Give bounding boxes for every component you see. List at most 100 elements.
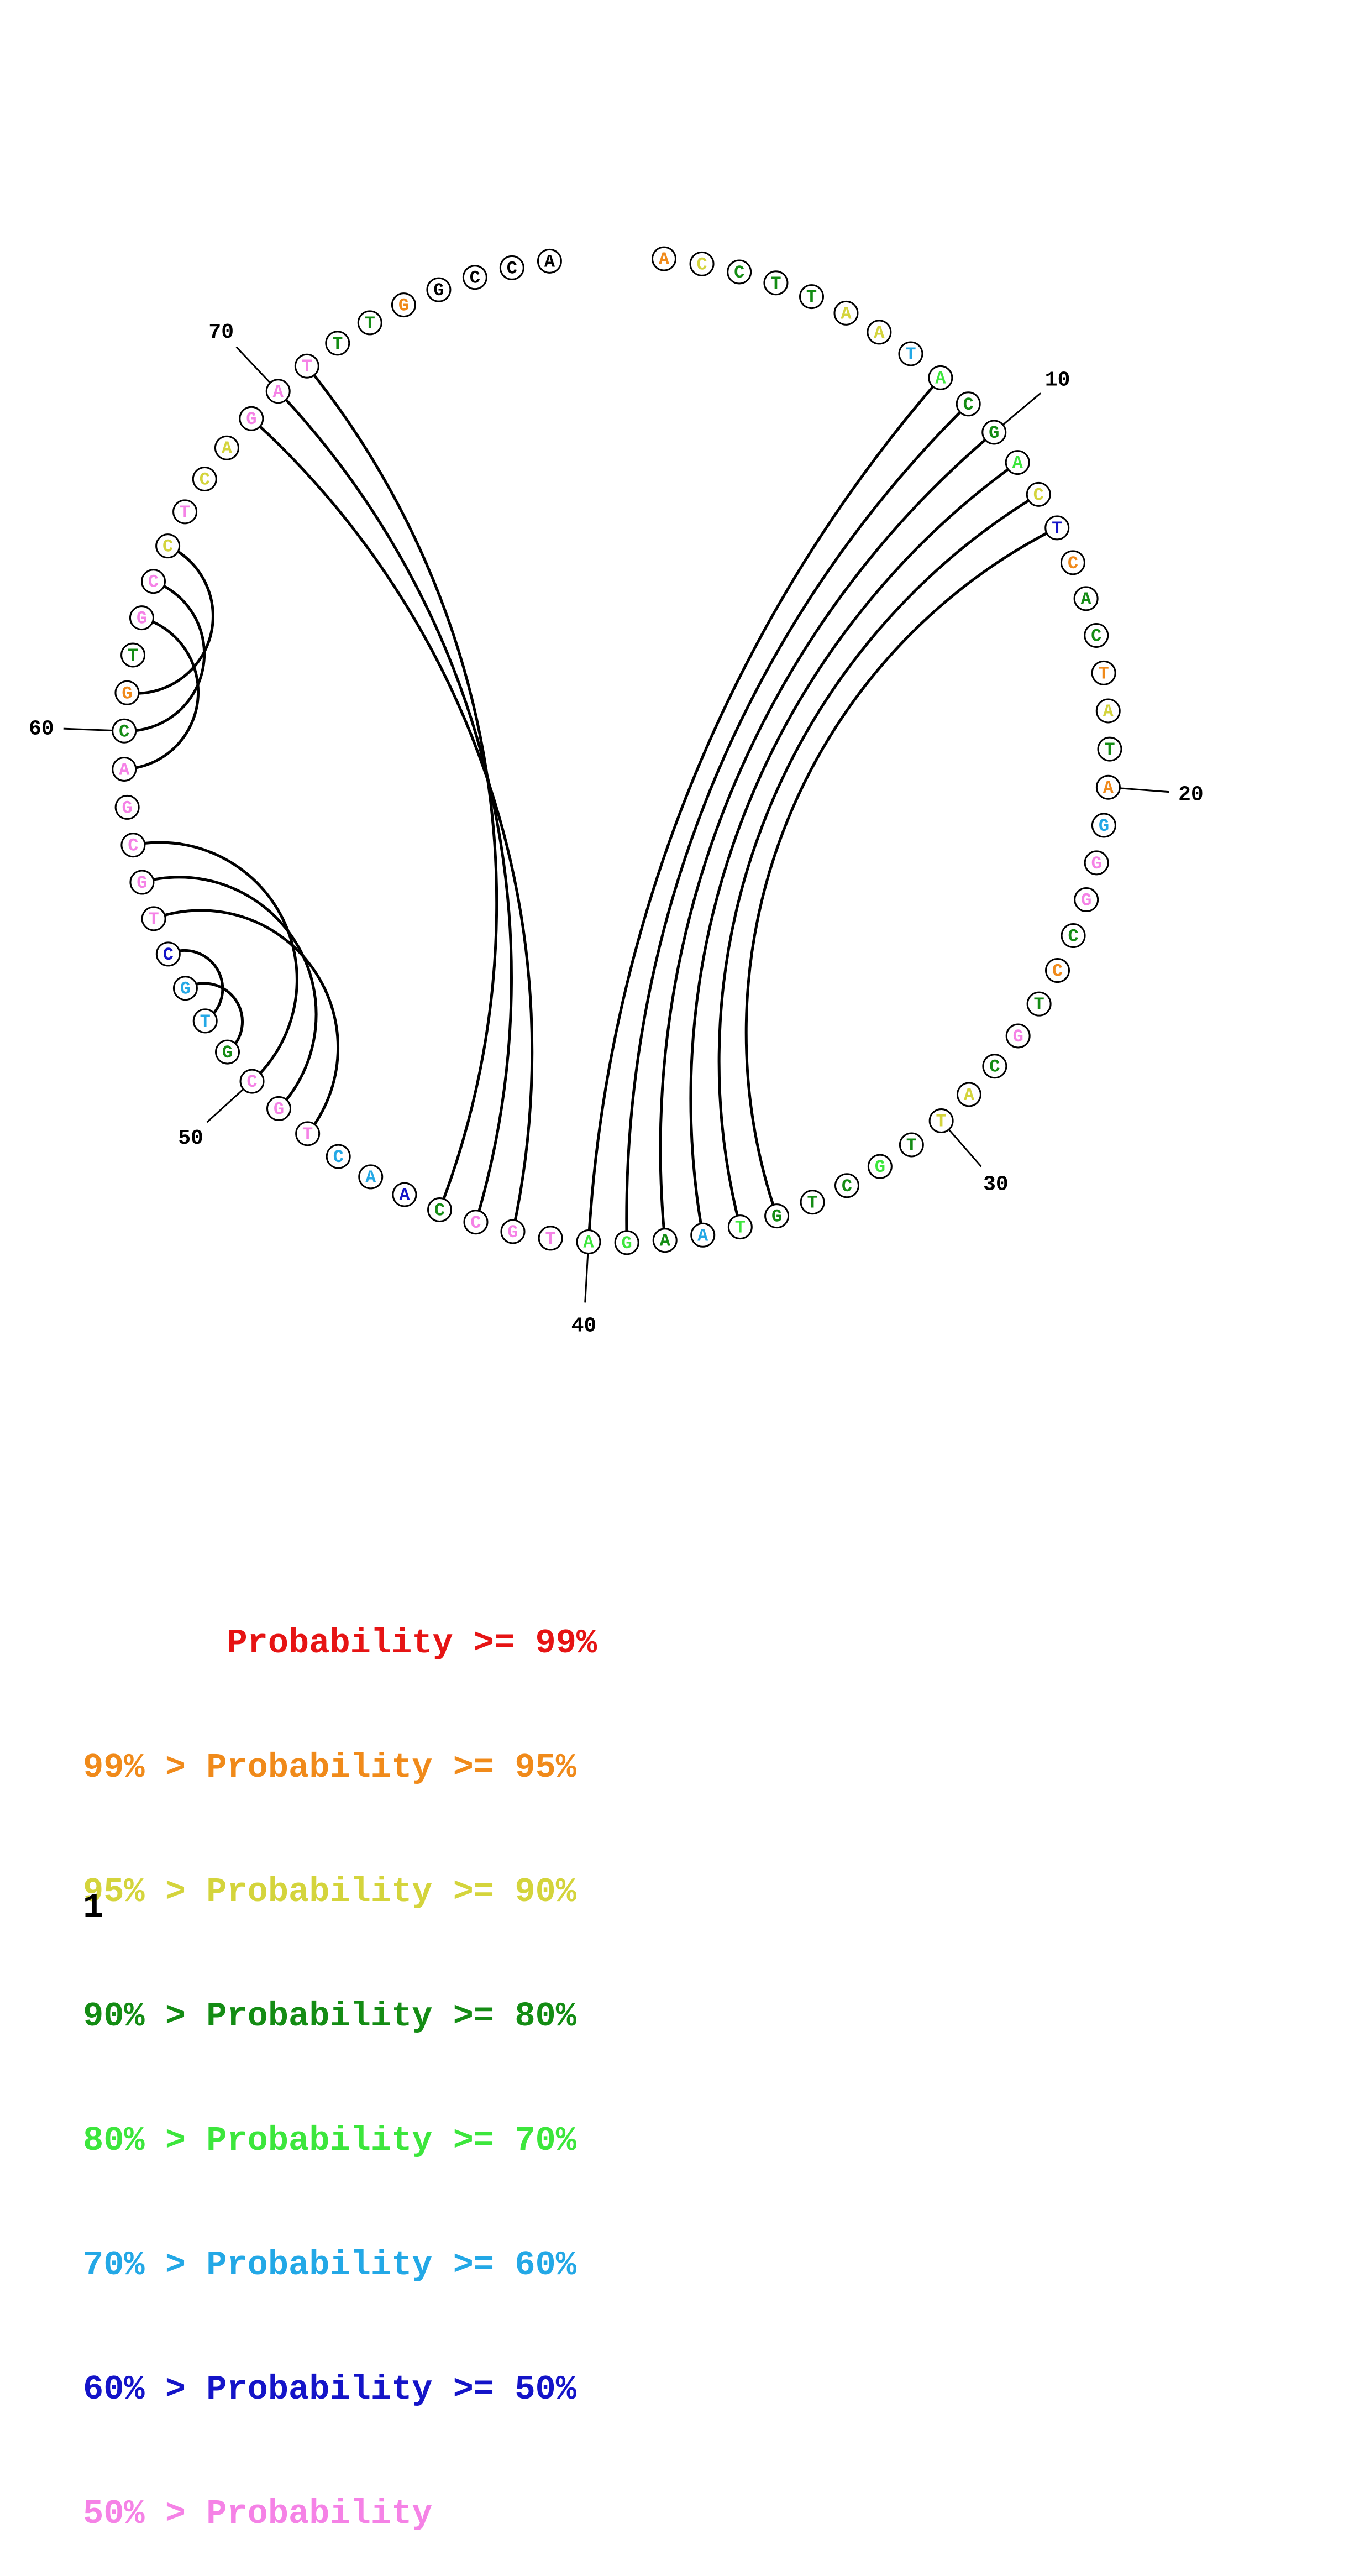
nucleotide: G <box>867 1154 893 1179</box>
nucleotide-circle <box>614 1230 639 1255</box>
nucleotide-circle <box>499 255 524 280</box>
nucleotide: T <box>1044 515 1070 541</box>
nucleotide-circle <box>833 300 859 326</box>
position-label: 20 <box>1178 783 1204 807</box>
nucleotide-letter: A <box>1012 453 1023 474</box>
nucleotide: A <box>867 320 892 345</box>
nucleotide-letter: A <box>119 760 130 780</box>
nucleotide: G <box>239 406 264 431</box>
nucleotide: T <box>192 1008 218 1034</box>
nucleotide-letter: T <box>807 1193 817 1213</box>
nucleotide-letter: T <box>332 334 343 354</box>
nucleotide-letter: C <box>162 537 173 557</box>
nucleotide-circle <box>1026 481 1051 507</box>
nucleotide-circle <box>462 265 487 290</box>
nucleotide-letter: A <box>365 1167 376 1188</box>
nucleotide: C <box>1026 481 1051 507</box>
nucleotide-letter: C <box>246 1072 257 1092</box>
nucleotide-circle <box>155 533 181 559</box>
nucleotide: G <box>114 680 140 705</box>
nucleotide-letter: C <box>1068 926 1078 947</box>
nucleotide: G <box>214 1039 240 1065</box>
base-pair-arc <box>141 876 318 1110</box>
legend-entry-99: Probability >= 99% <box>83 1624 597 1663</box>
nucleotide: C <box>155 533 181 559</box>
legend-entry-90: 95% > Probability >= 90% <box>83 1872 576 1912</box>
base-pair-arc <box>717 493 1040 1228</box>
position-label: 50 <box>178 1127 203 1150</box>
nucleotide-circle <box>1026 991 1052 1017</box>
nucleotide: C <box>1061 923 1086 949</box>
nucleotide-letter: T <box>148 909 159 930</box>
nucleotide-circle <box>981 420 1007 445</box>
nucleotide: G <box>1005 1023 1031 1049</box>
nucleotide-circle <box>800 1190 825 1215</box>
nucleotide-letter: A <box>660 1231 671 1252</box>
position-label: 10 <box>1045 368 1070 392</box>
base-pair-arc <box>167 949 224 1022</box>
nucleotide: G <box>764 1203 790 1229</box>
nucleotide-circle <box>427 1197 453 1222</box>
nucleotide: T <box>1091 660 1116 685</box>
nucleotide: T <box>120 642 146 668</box>
nucleotide-letter: G <box>507 1222 518 1243</box>
nucleotide: A <box>956 1082 981 1107</box>
probability-legend: Probability >= 99% 99% > Probability >= … <box>83 1540 597 2576</box>
nucleotide-letter: A <box>222 438 233 459</box>
nucleotide-letter: T <box>1034 994 1044 1015</box>
nucleotide-circle <box>537 248 562 274</box>
nucleotide-letter: T <box>906 1135 917 1156</box>
nucleotide-letter: G <box>246 409 256 430</box>
nucleotide-circle <box>294 353 319 379</box>
nucleotide-letter: G <box>1081 891 1091 911</box>
nucleotide-letter: T <box>128 646 138 666</box>
nucleotide-circle <box>690 1222 716 1248</box>
nucleotide-letter: A <box>935 368 946 389</box>
nucleotide: C <box>326 1144 351 1169</box>
nucleotide-circle <box>1061 923 1086 949</box>
nucleotide-circle <box>500 1219 526 1244</box>
nucleotide-circle <box>1095 774 1121 800</box>
nucleotide: A <box>265 379 291 404</box>
nucleotide: A <box>651 246 676 271</box>
nucleotide-circle <box>120 833 146 858</box>
nucleotide-letter: A <box>1081 589 1092 610</box>
nucleotide-circle <box>834 1173 859 1198</box>
nucleotide-circle <box>392 1182 417 1207</box>
nucleotide: A <box>652 1228 678 1253</box>
nucleotide-circle <box>651 246 676 271</box>
nucleotide-circle <box>1095 698 1121 724</box>
nucleotide-letter: A <box>1103 701 1114 722</box>
nucleotide-circle <box>799 284 825 310</box>
nucleotide-circle <box>727 1214 753 1240</box>
nucleotide: T <box>799 284 825 310</box>
nucleotide-letter: A <box>273 382 284 402</box>
nucleotide: T <box>763 270 789 296</box>
nucleotide-circle <box>1005 450 1030 475</box>
nucleotide-letter: G <box>433 280 444 301</box>
legend-entry-95: 99% > Probability >= 95% <box>83 1748 576 1787</box>
nucleotide-letter: T <box>1099 663 1109 684</box>
base-pair-arc <box>133 841 298 1082</box>
nucleotide: A <box>1095 774 1121 800</box>
nucleotide-circle <box>463 1210 489 1235</box>
nucleotide-circle <box>129 870 155 895</box>
nucleotide: A <box>112 756 137 782</box>
nucleotide-circle <box>112 756 137 782</box>
nucleotide-circle <box>1084 622 1109 648</box>
nucleotide-letter: C <box>1052 961 1063 982</box>
nucleotide: T <box>295 1121 321 1146</box>
nucleotide-circle <box>114 680 140 705</box>
base-pair-arc <box>185 982 244 1054</box>
nucleotide-circle <box>239 406 264 431</box>
nucleotide-circle <box>956 1082 981 1107</box>
nucleotide-letter: G <box>771 1207 782 1227</box>
nucleotide-letter: G <box>1013 1027 1023 1047</box>
circle-plot: A C CTTAATACGACTCACTATAGGGCCTGCATTGCTGTAAG… <box>29 246 1204 1338</box>
nucleotide-letter: A <box>544 252 555 272</box>
base-pair-arc <box>659 431 995 1240</box>
nucleotide-letter: A <box>697 1226 708 1246</box>
position-tick <box>63 727 113 732</box>
nucleotide: C <box>192 467 217 492</box>
nucleotide-letter: A <box>874 323 885 343</box>
